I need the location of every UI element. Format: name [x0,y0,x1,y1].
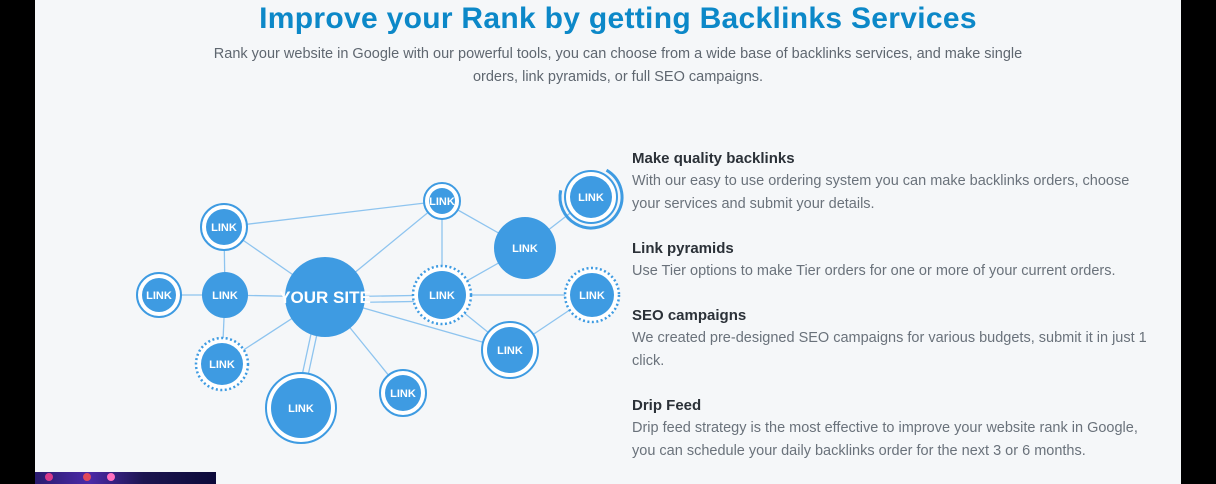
link-node: LINK [194,336,250,392]
link-node: LINK [202,272,248,318]
feature-seo-campaigns: SEO campaigns We created pre-designed SE… [632,305,1152,373]
network-edge [223,200,443,228]
feature-text: With our easy to use ordering system you… [632,173,1130,212]
page-title: Improve your Rank by getting Backlinks S… [259,2,977,35]
link-label: LINK [578,192,604,204]
feature-title: Link pyramids [632,240,734,257]
thumbnail-dot-icon [45,473,53,481]
feature-title: SEO campaigns [632,307,747,324]
link-label: LINK [429,290,455,302]
link-label: LINK [146,290,172,302]
subtitle-line-1: Rank your website in Google with our pow… [213,46,1023,62]
link-node: LINK [136,272,182,318]
page: Improve your Rank by getting Backlinks S… [35,0,1181,484]
feature-text: Use Tier options to make Tier orders for… [632,263,1116,279]
feature-text: We created pre-designed SEO campaigns fo… [632,330,1147,369]
feature-title: Make quality backlinks [632,150,795,167]
link-node: LINK [481,321,539,379]
video-thumbnail[interactable] [35,472,216,484]
feature-drip-feed: Drip Feed Drip feed strategy is the most… [632,395,1152,463]
link-label: LINK [579,290,605,302]
link-node: LINK [200,203,248,251]
link-label: LINK [288,403,314,415]
link-node: LINK [494,217,556,279]
link-node: LINK [563,266,621,324]
link-node: LINK [558,164,624,230]
page-subtitle: Rank your website in Google with our pow… [195,43,1041,89]
feature-title: Drip Feed [632,397,702,414]
feature-quality-backlinks: Make quality backlinks With our easy to … [632,148,1152,216]
link-label: LINK [390,388,416,400]
link-label: LINK [212,290,238,302]
feature-text: Drip feed strategy is the most effective… [632,420,1138,459]
link-label: LINK [497,345,523,357]
link-node: LINK [423,182,461,220]
link-label: LINK [209,359,235,371]
thumbnail-dot-icon [107,473,115,481]
feature-link-pyramids: Link pyramids Use Tier options to make T… [632,238,1152,283]
link-label: LINK [211,222,237,234]
your-site-node: YOUR SITE [279,257,371,337]
subtitle-line-2: orders, link pyramids, or full SEO campa… [472,69,764,85]
thumbnail-dot-icon [83,473,91,481]
link-label: LINK [512,243,538,255]
your-site-label: YOUR SITE [279,288,371,307]
link-node: LINK [265,372,337,444]
link-label: LINK [429,196,455,208]
link-node: LINK [411,264,473,326]
backlinks-network-diagram: YOUR SITE LINK LINK LINK LINK LINK LINK LINK LIN… [136,164,624,444]
features-list: Make quality backlinks With our easy to … [632,148,1152,484]
link-node: LINK [379,369,427,417]
